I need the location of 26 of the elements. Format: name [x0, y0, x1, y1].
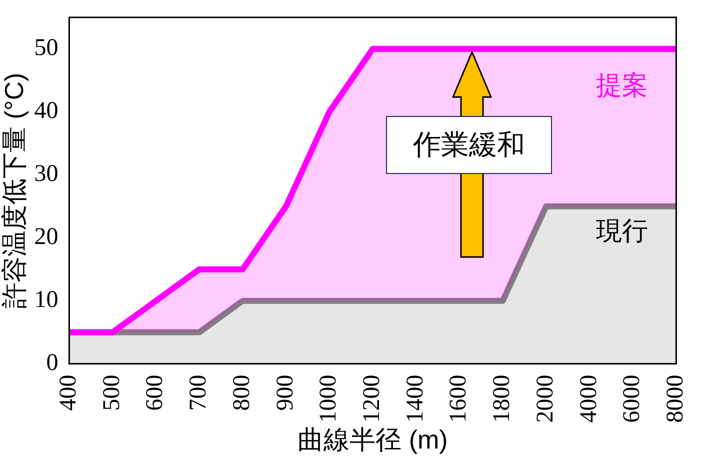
x-tick-label: 4000 — [576, 374, 602, 423]
x-tick-label: 6000 — [619, 374, 646, 423]
series-label: 現行 — [596, 216, 648, 246]
y-tick-label: 50 — [34, 35, 58, 62]
y-tick-label: 0 — [46, 350, 58, 376]
y-tick-label: 10 — [34, 287, 58, 314]
x-tick-label: 600 — [142, 374, 168, 411]
x-tick-label: 2000 — [532, 374, 558, 423]
x-tick-label: 700 — [186, 374, 212, 411]
x-tick-label: 900 — [272, 374, 298, 411]
annotation: 作業緩和 — [386, 116, 552, 174]
x-tick-label: 8000 — [662, 374, 688, 423]
x-tick-label: 1200 — [358, 374, 385, 423]
x-axis-title: 曲線半径 (m) — [298, 424, 448, 455]
y-tick-label: 30 — [34, 161, 58, 188]
x-tick-label: 1600 — [446, 374, 472, 423]
x-tick-label: 1400 — [402, 374, 428, 423]
series-label: 提案 — [596, 70, 648, 100]
x-tick-label: 1000 — [316, 374, 342, 423]
x-tick-label: 500 — [98, 374, 125, 411]
x-tick-label: 1800 — [489, 374, 516, 423]
y-tick-label: 20 — [34, 224, 58, 250]
x-tick-label: 800 — [228, 374, 255, 411]
y-tick-label: 40 — [34, 98, 58, 124]
x-tick-label: 400 — [55, 374, 82, 411]
y-axis-title: 許容温度低下量 (°C) — [0, 72, 29, 308]
